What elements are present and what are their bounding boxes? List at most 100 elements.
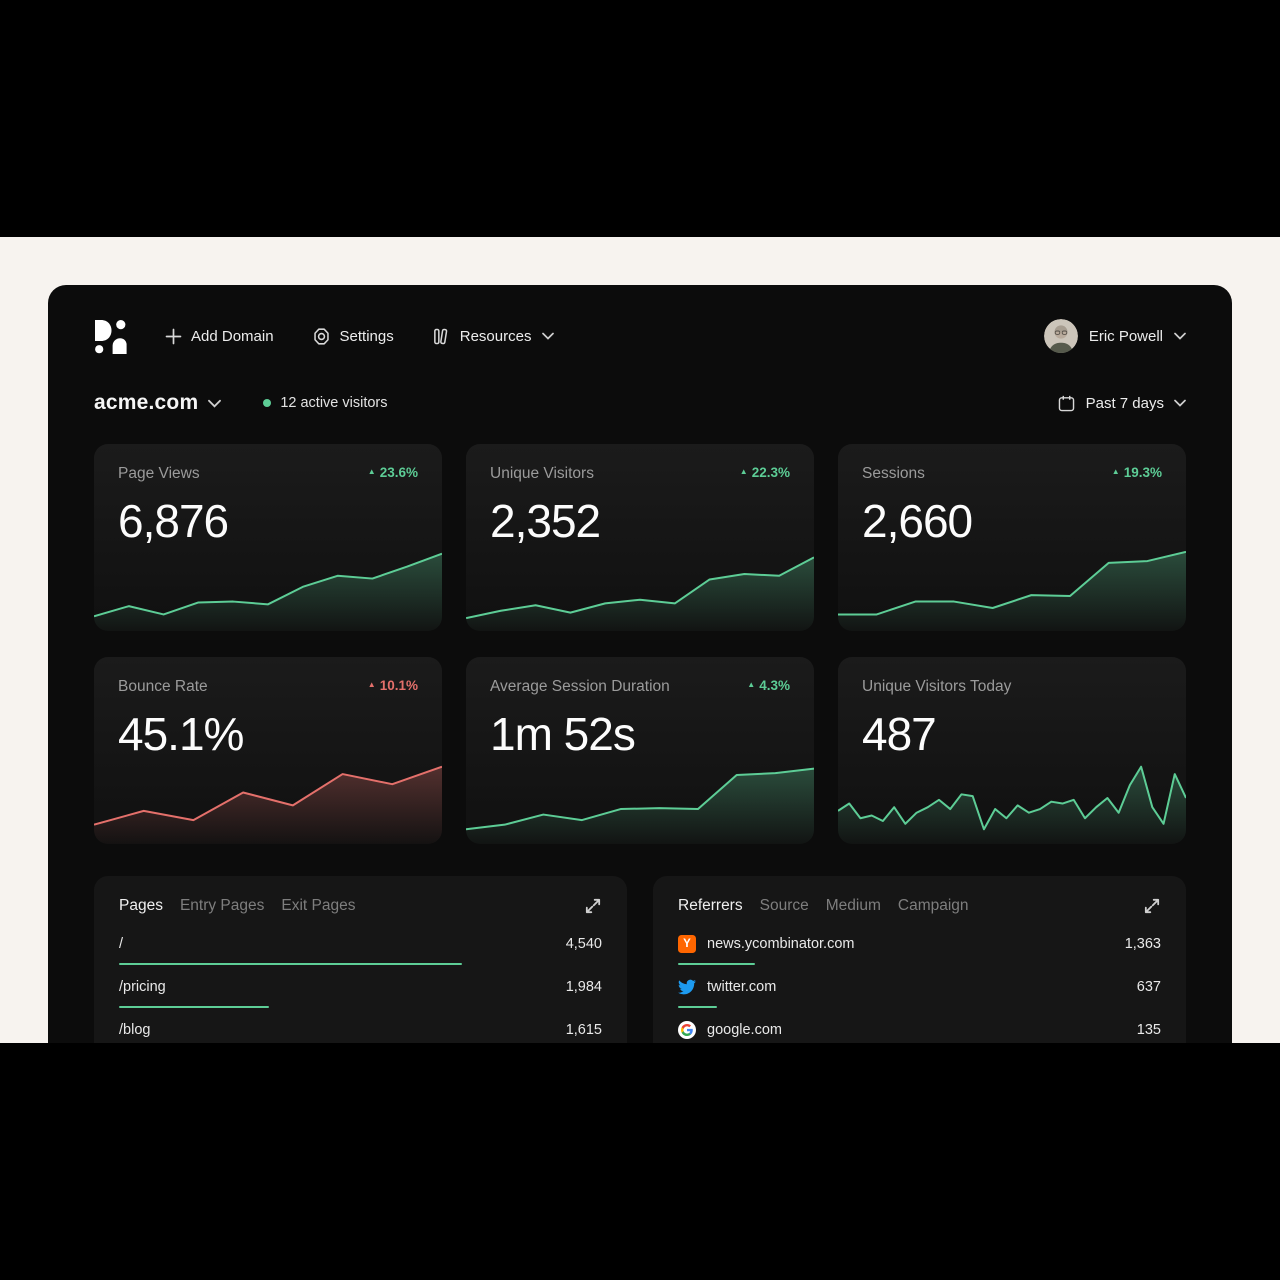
- tab-pages[interactable]: Pages: [119, 897, 163, 914]
- metric-card-page-views: Page Views ▲ 23.6% 6,876: [94, 444, 442, 631]
- page-views-sparkline: [94, 539, 442, 631]
- pages-rows: / 4,540/pricing 1,984/blog 1,615: [119, 934, 602, 1043]
- avatar: [1043, 319, 1078, 353]
- unique-visitors-today-sparkline: [838, 752, 1186, 844]
- row-value: 1,984: [565, 979, 602, 995]
- bounce-rate-sparkline: [94, 752, 442, 844]
- metric-card-average-session-duration: Average Session Duration ▲ 4.3% 1m 52s: [466, 657, 814, 844]
- metric-delta: ▲ 23.6%: [367, 465, 418, 480]
- active-visitors-label: 12 active visitors: [280, 395, 388, 411]
- settings-button[interactable]: Settings: [312, 327, 394, 346]
- resources-icon: [433, 328, 448, 344]
- page-row-blog[interactable]: /blog 1,615: [119, 1020, 602, 1043]
- row-bar: [119, 1006, 269, 1008]
- date-range-picker[interactable]: Past 7 days: [1057, 394, 1186, 413]
- metric-delta: ▲ 19.3%: [1111, 465, 1162, 480]
- row-value: 135: [1136, 1022, 1161, 1038]
- trend-up-icon: ▲: [367, 466, 376, 476]
- toolbar: acme.com 12 active visitors Past 7 days: [94, 388, 1186, 418]
- tab-medium[interactable]: Medium: [825, 897, 881, 914]
- row-bar: [678, 1006, 717, 1008]
- metric-card-unique-visitors-today: Unique Visitors Today 487: [838, 657, 1186, 844]
- user-menu[interactable]: Eric Powell: [1043, 319, 1186, 353]
- sessions-sparkline: [838, 539, 1186, 631]
- row-value: 4,540: [565, 936, 602, 952]
- row-bar: [119, 963, 462, 965]
- resources-label: Resources: [459, 327, 532, 345]
- metric-value: 2,352: [490, 495, 601, 547]
- metric-delta: ▲ 22.3%: [739, 465, 790, 480]
- resources-menu[interactable]: Resources: [432, 327, 555, 346]
- metric-title: Bounce Rate: [118, 678, 208, 695]
- row-bar: [678, 963, 756, 965]
- page-row-pricing[interactable]: /pricing 1,984: [119, 977, 602, 1008]
- tab-referrers[interactable]: Referrers: [678, 897, 743, 914]
- metric-card-unique-visitors: Unique Visitors ▲ 22.3% 2,352: [466, 444, 814, 631]
- add-domain-label: Add Domain: [191, 327, 274, 345]
- brand-logo-icon[interactable]: [94, 319, 127, 354]
- plus-icon: [165, 328, 182, 344]
- row-label: news.ycombinator.com: [707, 936, 855, 952]
- metric-value: 487: [862, 708, 937, 760]
- referrer-row-twitter-com[interactable]: twitter.com 637: [678, 977, 1161, 1008]
- trend-up-icon: ▲: [739, 466, 748, 476]
- active-dot-icon: [263, 399, 272, 407]
- page-background: Add Domain Settings Resources: [0, 237, 1280, 1043]
- domain-selector[interactable]: acme.com: [94, 391, 222, 415]
- metric-delta: ▲ 4.3%: [747, 678, 790, 693]
- expand-icon[interactable]: [1143, 897, 1161, 915]
- metric-value: 2,660: [862, 495, 973, 547]
- trend-up-icon: ▲: [1111, 466, 1120, 476]
- add-domain-button[interactable]: Add Domain: [165, 328, 274, 345]
- expand-icon[interactable]: [584, 897, 602, 915]
- metric-title: Unique Visitors Today: [862, 678, 1012, 695]
- analytics-dashboard: Add Domain Settings Resources: [48, 285, 1232, 1043]
- chevron-down-icon: [542, 332, 555, 340]
- metric-card-sessions: Sessions ▲ 19.3% 2,660: [838, 444, 1186, 631]
- row-value: 637: [1136, 979, 1161, 995]
- letterbox-bottom: [0, 1043, 1280, 1280]
- pages-tabs: Pages Entry Pages Exit Pages: [119, 897, 584, 915]
- metric-value: 1m 52s: [490, 708, 636, 760]
- ycombinator-icon: Y: [678, 935, 696, 953]
- referrers-tabs: Referrers Source Medium Campaign: [678, 897, 1143, 915]
- date-range-label: Past 7 days: [1085, 394, 1164, 412]
- row-label: google.com: [707, 1022, 782, 1038]
- page-row-[interactable]: / 4,540: [119, 934, 602, 965]
- metric-title: Average Session Duration: [490, 678, 670, 695]
- referrer-row-google-com[interactable]: google.com 135: [678, 1020, 1161, 1043]
- trend-up-icon: ▲: [367, 679, 376, 689]
- tab-source[interactable]: Source: [759, 897, 809, 914]
- domain-name: acme.com: [94, 391, 199, 414]
- top-nav: Add Domain Settings Resources: [94, 318, 1186, 354]
- trend-up-icon: ▲: [747, 679, 756, 689]
- avg-session-duration-sparkline: [466, 752, 814, 844]
- metric-title: Unique Visitors: [490, 465, 594, 482]
- chevron-down-icon: [208, 399, 222, 408]
- tab-campaign[interactable]: Campaign: [897, 897, 969, 914]
- metric-title: Page Views: [118, 465, 200, 482]
- row-value: 1,615: [565, 1022, 602, 1038]
- pages-panel: Pages Entry Pages Exit Pages / 4,540/pricin…: [94, 876, 627, 1043]
- metric-value: 45.1%: [118, 708, 244, 760]
- google-icon: [678, 1021, 696, 1039]
- row-label: /pricing: [119, 979, 166, 995]
- chevron-down-icon: [1174, 332, 1186, 340]
- tab-entry-pages[interactable]: Entry Pages: [179, 897, 265, 914]
- tab-exit-pages[interactable]: Exit Pages: [281, 897, 356, 914]
- row-label: twitter.com: [707, 979, 777, 995]
- chevron-down-icon: [1174, 399, 1186, 407]
- row-value: 1,363: [1124, 936, 1161, 952]
- metric-value: 6,876: [118, 495, 229, 547]
- letterbox-top: [0, 0, 1280, 237]
- gear-icon: [313, 327, 329, 345]
- twitter-icon: [678, 979, 696, 995]
- bottom-panels: Pages Entry Pages Exit Pages / 4,540/pricin…: [94, 876, 1186, 1043]
- calendar-icon: [1058, 395, 1074, 411]
- metrics-grid: Page Views ▲ 23.6% 6,876 Unique Visitors ▲ 22.…: [94, 444, 1186, 844]
- row-label: /: [119, 936, 124, 952]
